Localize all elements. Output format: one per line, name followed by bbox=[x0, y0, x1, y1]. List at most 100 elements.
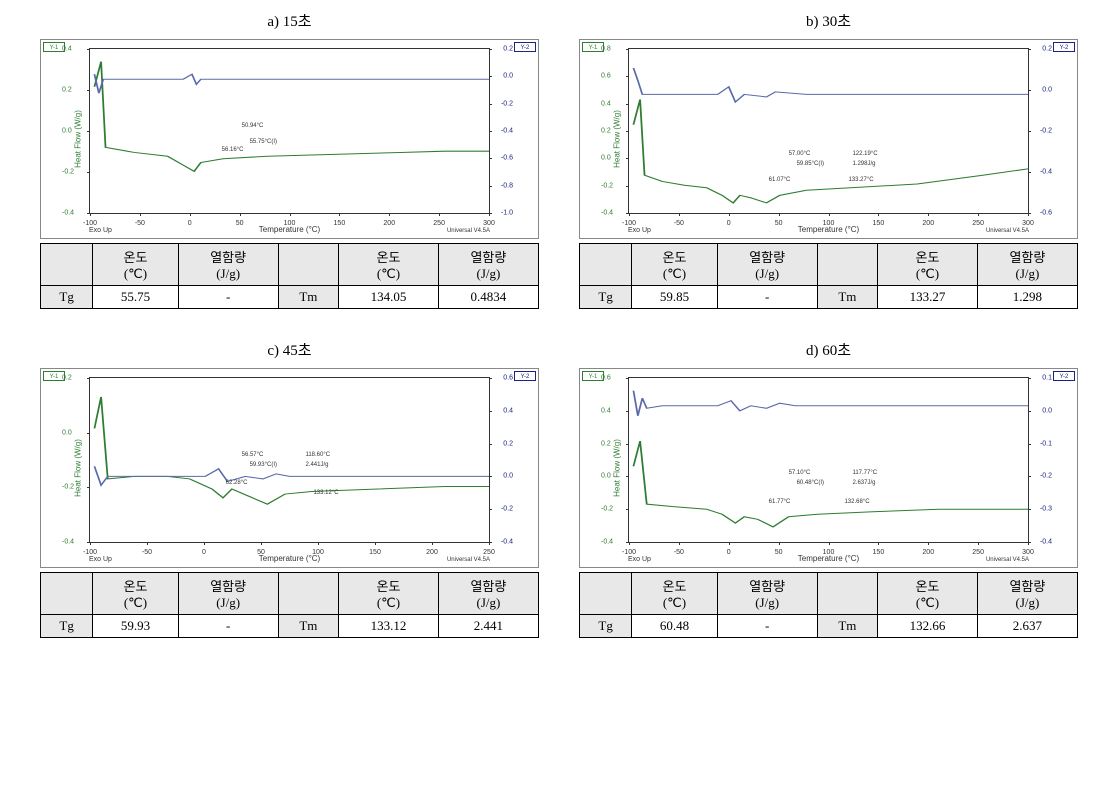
y2-tick: 0.0 bbox=[503, 73, 513, 80]
y2-tick: -0.4 bbox=[501, 539, 513, 546]
heat-flow-curve bbox=[633, 99, 1028, 202]
panel-title: b) 30초 bbox=[579, 10, 1078, 31]
table-header: 열함량(J/g) bbox=[717, 573, 817, 615]
table-cell: 59.85 bbox=[632, 286, 717, 309]
table-cell: 133.12 bbox=[339, 615, 439, 638]
x-tick: 0 bbox=[727, 220, 731, 227]
peak-annotation: 59.85°C(I) bbox=[797, 161, 824, 167]
y2-tick: 0.2 bbox=[1042, 46, 1052, 53]
table-cell: Tm bbox=[278, 615, 338, 638]
y1-axis-label: Heat Flow (W/g) bbox=[612, 110, 621, 168]
table-header bbox=[278, 244, 338, 286]
table-cell: 55.75 bbox=[93, 286, 178, 309]
results-table: 온도(℃)열함량(J/g)온도(℃)열함량(J/g)Tg59.93-Tm133.… bbox=[40, 572, 539, 638]
table-header bbox=[817, 244, 877, 286]
x-tick: 250 bbox=[972, 220, 984, 227]
y1-tick: 0.0 bbox=[62, 128, 72, 135]
table-cell: 0.4834 bbox=[438, 286, 538, 309]
peak-annotation: 61.77°C bbox=[769, 499, 791, 505]
y1-tick: -0.2 bbox=[601, 506, 613, 513]
peak-annotation: 62.28°C bbox=[226, 480, 248, 486]
exo-label: Exo Up bbox=[628, 227, 651, 234]
peak-annotation: 57.10°C bbox=[789, 470, 811, 476]
y1-tick: 0.4 bbox=[62, 46, 72, 53]
table-cell: 1.298 bbox=[977, 286, 1077, 309]
x-tick: 50 bbox=[775, 549, 783, 556]
peak-annotation: 61.07°C bbox=[769, 177, 791, 183]
table-cell: 132.66 bbox=[878, 615, 978, 638]
x-tick: 100 bbox=[312, 549, 324, 556]
y2-box: Y-2 bbox=[1053, 371, 1075, 381]
software-label: Universal V4.5A bbox=[986, 557, 1029, 563]
x-tick: -50 bbox=[674, 220, 684, 227]
heat-flow-curve bbox=[94, 397, 489, 504]
table-cell: 2.637 bbox=[977, 615, 1077, 638]
y2-tick: -0.4 bbox=[1040, 169, 1052, 176]
table-cell: 134.05 bbox=[339, 286, 439, 309]
y1-tick: -0.4 bbox=[601, 539, 613, 546]
table-header: 온도(℃) bbox=[93, 244, 178, 286]
table-header bbox=[278, 573, 338, 615]
y2-tick: 0.2 bbox=[503, 440, 513, 447]
dsc-panel: a) 15초Y-1Y-2Heat Flow (W/g)Deriv. Heat F… bbox=[40, 10, 539, 309]
x-tick: 250 bbox=[433, 220, 445, 227]
x-tick: 200 bbox=[922, 220, 934, 227]
plot-area: 0.20.0-0.2-0.40.60.40.20.0-0.2-0.4-100-5… bbox=[89, 377, 490, 543]
deriv-heat-flow-curve bbox=[633, 68, 1028, 102]
table-header: 열함량(J/g) bbox=[717, 244, 817, 286]
y2-tick: 0.2 bbox=[503, 46, 513, 53]
y1-tick: -0.2 bbox=[62, 484, 74, 491]
table-header: 열함량(J/g) bbox=[438, 573, 538, 615]
y1-tick: -0.4 bbox=[601, 210, 613, 217]
table-cell: - bbox=[717, 286, 817, 309]
y2-tick: -0.3 bbox=[1040, 506, 1052, 513]
deriv-heat-flow-curve bbox=[94, 74, 489, 93]
results-table: 온도(℃)열함량(J/g)온도(℃)열함량(J/g)Tg59.85-Tm133.… bbox=[579, 243, 1078, 309]
y2-tick: -0.4 bbox=[1040, 539, 1052, 546]
table-header bbox=[817, 573, 877, 615]
y2-tick: 0.0 bbox=[1042, 87, 1052, 94]
panel-grid: a) 15초Y-1Y-2Heat Flow (W/g)Deriv. Heat F… bbox=[40, 10, 1078, 638]
peak-annotation: 55.75°C(I) bbox=[250, 139, 277, 145]
table-cell: 60.48 bbox=[632, 615, 717, 638]
y2-tick: -0.8 bbox=[501, 182, 513, 189]
y1-axis-label: Heat Flow (W/g) bbox=[73, 439, 82, 497]
table-cell: Tm bbox=[817, 615, 877, 638]
y1-tick: 0.4 bbox=[601, 407, 611, 414]
table-header: 온도(℃) bbox=[339, 244, 439, 286]
peak-annotation: 117.77°C bbox=[852, 470, 877, 476]
table-header: 온도(℃) bbox=[632, 244, 717, 286]
panel-title: a) 15초 bbox=[40, 10, 539, 31]
deriv-heat-flow-curve bbox=[633, 391, 1028, 416]
software-label: Universal V4.5A bbox=[447, 557, 490, 563]
curves-svg bbox=[90, 378, 489, 542]
table-cell: - bbox=[178, 286, 278, 309]
y1-tick: 0.8 bbox=[601, 46, 611, 53]
y2-tick: -0.2 bbox=[501, 506, 513, 513]
y1-tick: 0.2 bbox=[601, 128, 611, 135]
x-tick: -50 bbox=[674, 549, 684, 556]
panel-title: c) 45초 bbox=[40, 339, 539, 360]
y1-axis-label: Heat Flow (W/g) bbox=[73, 110, 82, 168]
curves-svg bbox=[629, 378, 1028, 542]
x-tick: 150 bbox=[334, 220, 346, 227]
y1-axis-label: Heat Flow (W/g) bbox=[612, 439, 621, 497]
x-tick: 200 bbox=[922, 549, 934, 556]
table-header bbox=[41, 573, 93, 615]
table-cell: Tg bbox=[580, 286, 632, 309]
table-cell: - bbox=[717, 615, 817, 638]
y1-tick: 0.0 bbox=[601, 473, 611, 480]
y2-tick: -0.2 bbox=[1040, 473, 1052, 480]
table-cell: Tg bbox=[41, 615, 93, 638]
y2-tick: 0.1 bbox=[1042, 375, 1052, 382]
x-tick: -100 bbox=[83, 220, 97, 227]
table-header bbox=[41, 244, 93, 286]
y2-tick: 0.0 bbox=[1042, 407, 1052, 414]
table-header: 열함량(J/g) bbox=[977, 244, 1077, 286]
y2-tick: -1.0 bbox=[501, 210, 513, 217]
table-cell: - bbox=[178, 615, 278, 638]
peak-annotation: 133.12°C bbox=[313, 490, 338, 496]
x-tick: 150 bbox=[369, 549, 381, 556]
y1-tick: 0.4 bbox=[601, 100, 611, 107]
peak-annotation: 56.57°C bbox=[242, 452, 264, 458]
